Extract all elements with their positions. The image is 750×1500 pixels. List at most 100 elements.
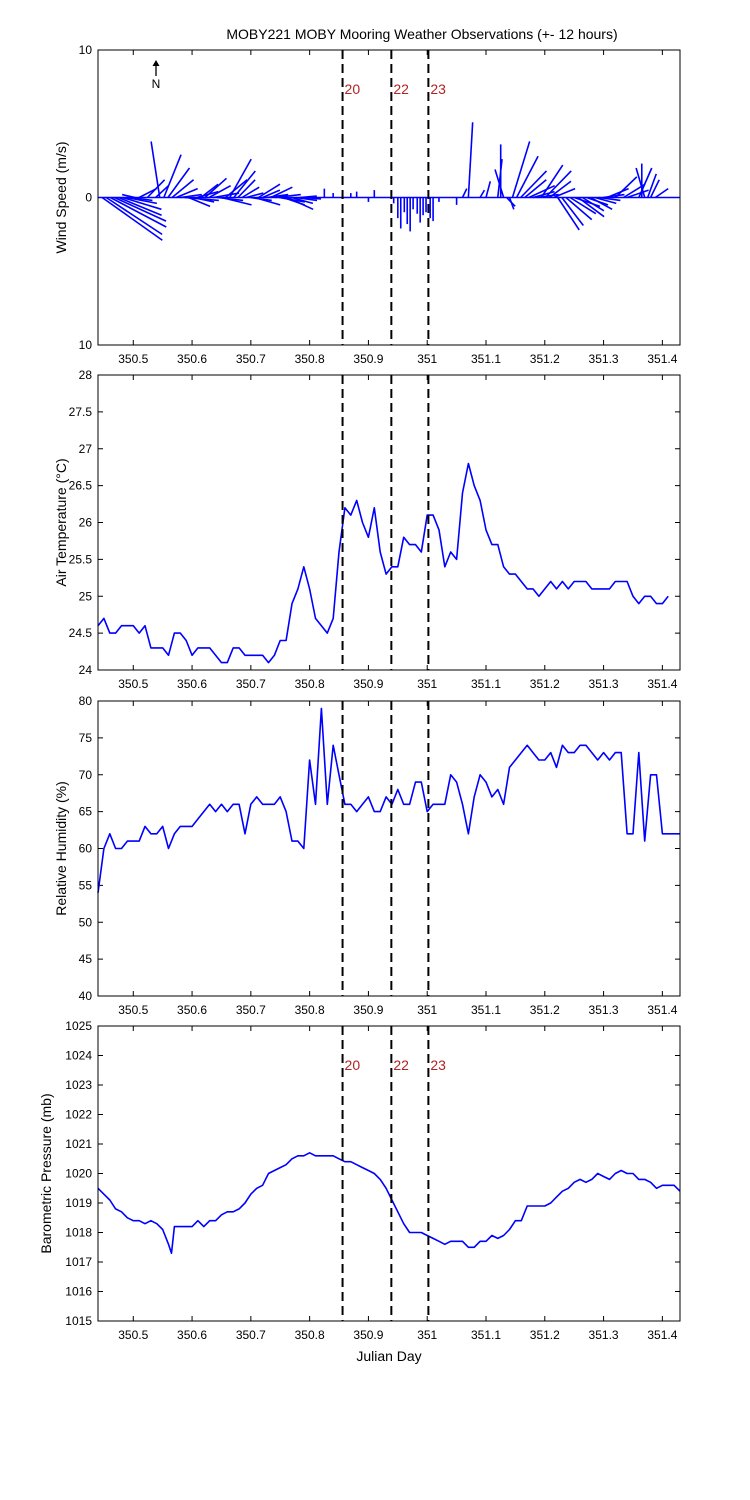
event-label-22: 22 (393, 1057, 409, 1073)
wind-stick (167, 167, 191, 198)
y-tick-label: 45 (79, 952, 93, 966)
wind-stick (654, 187, 669, 199)
wind-stick (192, 196, 215, 203)
wind-stick (188, 196, 211, 208)
event-label-22: 22 (393, 81, 409, 97)
y-tick-label: 1017 (65, 1255, 92, 1269)
chart-panels: 350.5 350.6 350.7 350.8 350.9 351 351.1 351.2 35… (38, 43, 681, 1364)
x-tick-label: 350.9 (353, 1003, 383, 1017)
x-tick-label: 351 (417, 352, 437, 366)
wind-stick (221, 196, 252, 206)
x-tick-label: 351.1 (471, 1328, 501, 1342)
wind-stick (163, 154, 182, 198)
y-tick-label: 1020 (65, 1167, 92, 1181)
wind-stick (114, 196, 167, 222)
event-label-23: 23 (430, 1057, 446, 1073)
x-tick-label: 350.6 (177, 677, 207, 691)
y-tick-label: 10 (79, 338, 93, 352)
wind-stick (118, 196, 162, 216)
figure-title: MOBY221 MOBY Mooring Weather Observation… (226, 26, 617, 42)
x-tick-label: 351 (417, 677, 437, 691)
wind-stick (146, 179, 166, 199)
y-tick-label: 26.5 (69, 479, 93, 493)
x-tick-label: 350.8 (295, 352, 325, 366)
panel-4: 350.5 350.6 350.7 350.8 350.9 351 351.1 351.2 35… (38, 1019, 681, 1364)
wind-stick (581, 196, 605, 212)
wind-stick (254, 196, 281, 206)
wind-stick (126, 196, 158, 205)
y-tick-label: 0 (85, 191, 92, 205)
x-tick-label: 350.7 (236, 1003, 266, 1017)
wind-stick (511, 141, 531, 198)
x-tick-label: 350.7 (236, 677, 266, 691)
wind-stick (299, 195, 317, 199)
wind-stick (524, 179, 547, 199)
wind-stick (479, 189, 486, 198)
wind-stick (109, 196, 167, 228)
x-tick-label: 350.5 (118, 1328, 148, 1342)
wind-stick (270, 186, 293, 199)
x-tick-label: 350.6 (177, 1328, 207, 1342)
y-axis-label: Barometric Pressure (mb) (38, 1093, 54, 1253)
y-tick-label: 1016 (65, 1285, 92, 1299)
y-axis-label: Wind Speed (m/s) (53, 141, 69, 253)
wind-stick (233, 170, 256, 199)
wind-stick (635, 167, 646, 198)
x-axis-label: Julian Day (356, 1348, 421, 1364)
wind-stick (204, 177, 228, 199)
wind-stick (150, 141, 161, 198)
x-tick-label: 350.7 (236, 1328, 266, 1342)
arrow-up-icon (152, 60, 160, 66)
wind-stick (155, 185, 170, 199)
wind-stick (569, 196, 597, 215)
y-tick-label: 24.5 (69, 626, 93, 640)
x-tick-label: 351.3 (589, 1328, 619, 1342)
x-tick-label: 350.6 (177, 1003, 207, 1017)
north-label: N (152, 77, 161, 91)
wind-stick (577, 196, 605, 218)
wind-stick (225, 179, 248, 199)
wind-stick (101, 196, 163, 241)
x-tick-label: 350.9 (353, 677, 383, 691)
plot-frame (97, 374, 681, 671)
x-tick-label: 350.5 (118, 352, 148, 366)
y-axis-label: Relative Humidity (%) (53, 781, 69, 916)
x-tick-label: 350.5 (118, 1003, 148, 1017)
y-tick-label: 24 (79, 663, 93, 677)
y-tick-label: 1023 (65, 1078, 92, 1092)
x-tick-label: 351.4 (647, 1003, 677, 1017)
wind-stick (594, 196, 617, 205)
wind-stick (544, 170, 572, 199)
wind-stick (291, 196, 314, 205)
wind-stick (200, 183, 219, 199)
wind-stick (602, 193, 625, 199)
wind-stick (485, 181, 492, 198)
north-arrow: N (152, 60, 161, 91)
wind-stick (228, 158, 252, 198)
y-tick-label: 25 (79, 589, 93, 603)
y-axis-label: Air Temperature (°C) (53, 458, 69, 586)
event-label-23: 23 (430, 81, 446, 97)
wind-stick (105, 196, 163, 236)
wind-stick (549, 180, 572, 199)
x-tick-label: 351.4 (647, 677, 677, 691)
data-line (97, 1152, 681, 1254)
x-tick-label: 350.9 (353, 352, 383, 366)
x-tick-label: 350.8 (295, 677, 325, 691)
panel-2: 350.5 350.6 350.7 350.8 350.9 351 351.1 351.2 35… (53, 368, 681, 691)
y-tick-label: 1015 (65, 1314, 92, 1328)
wind-stick (614, 176, 638, 199)
y-tick-label: 27 (79, 442, 93, 456)
wind-stick (121, 193, 136, 199)
y-tick-label: 25.5 (69, 552, 93, 566)
x-tick-label: 351 (417, 1003, 437, 1017)
x-tick-label: 350.6 (177, 352, 207, 366)
x-tick-label: 351.3 (589, 1003, 619, 1017)
wind-stick (241, 186, 260, 199)
x-tick-label: 350.8 (295, 1328, 325, 1342)
wind-stick (286, 196, 314, 211)
wind-stick (208, 184, 231, 199)
data-line (97, 707, 680, 893)
plot-frame (97, 1025, 681, 1322)
y-tick-label: 55 (79, 878, 93, 892)
